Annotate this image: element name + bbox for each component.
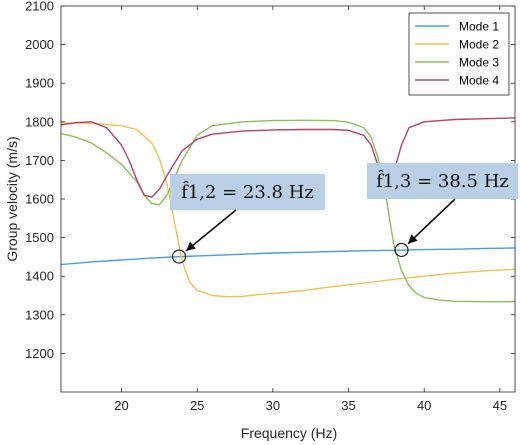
- annotation-box-2: [367, 163, 518, 199]
- legend-label-mode-3: Mode 3: [459, 56, 499, 70]
- x-tick-label: 45: [493, 398, 507, 413]
- annotations: f̂1,2 = 23.8 Hz f̂1,3 = 38.5 Hz: [170, 163, 518, 264]
- annotation-arrow-1: [185, 209, 237, 252]
- legend-label-mode-2: Mode 2: [459, 38, 499, 52]
- annotation-marker-1: [171, 249, 187, 264]
- y-tick-label: 1600: [25, 192, 54, 207]
- legend-label-mode-1: Mode 1: [459, 20, 499, 34]
- axis-ticks: 20 25 30 35 40 45 1200 1300 1400 1500 1600 1700 1800…: [25, 0, 515, 413]
- plot-area: [60, 5, 516, 393]
- series-line-mode-1: [61, 247, 515, 266]
- x-tick-label: 30: [266, 398, 280, 413]
- annotation-marker-2: [394, 242, 409, 258]
- y-tick-label: 2100: [25, 0, 54, 14]
- y-tick-label: 1400: [25, 269, 54, 284]
- legend: Mode 1 Mode 2 Mode 3 Mode 4: [408, 12, 510, 96]
- y-tick-label: 1500: [25, 230, 54, 245]
- annotation-box-1: [170, 174, 325, 210]
- x-tick-label: 25: [190, 398, 204, 413]
- x-tick-label: 35: [341, 398, 355, 413]
- y-tick-label: 1800: [25, 114, 54, 129]
- annotation-arrowhead-1: [186, 241, 196, 251]
- y-tick-label: 1700: [25, 153, 54, 168]
- annotation-label-2: f̂1,3 = 38.5 Hz: [376, 169, 509, 192]
- y-tick-label: 2000: [25, 37, 54, 52]
- annotation-arrow-2: [407, 198, 456, 245]
- x-axis-title: Frequency (Hz): [241, 425, 337, 441]
- x-tick-label: 20: [114, 398, 128, 413]
- legend-label-mode-4: Mode 4: [459, 74, 499, 88]
- y-tick-label: 1200: [25, 346, 54, 361]
- series-line-mode-2: [61, 122, 515, 298]
- y-tick-label: 1300: [25, 307, 54, 322]
- y-tick-label: 1900: [25, 76, 54, 91]
- series-line-mode-3: [61, 119, 515, 303]
- annotation-label-1: f̂1,2 = 23.8 Hz: [181, 180, 314, 203]
- y-axis-title: Group velocity (m/s): [4, 136, 20, 261]
- annotation-arrowhead-2: [408, 234, 418, 244]
- series-line-mode-4: [61, 117, 515, 198]
- x-tick-label: 40: [417, 398, 431, 413]
